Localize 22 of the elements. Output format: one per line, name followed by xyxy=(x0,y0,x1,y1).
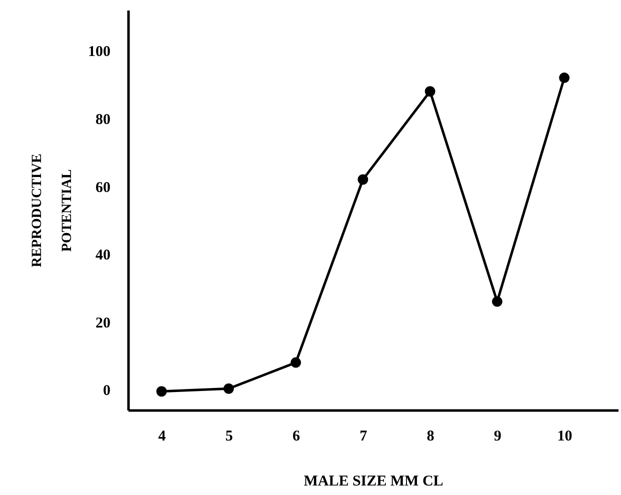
y-tick-label: 20 xyxy=(96,315,110,332)
y-tick-label: 40 xyxy=(96,248,110,264)
point xyxy=(290,357,302,368)
point xyxy=(358,174,368,185)
x-tick-label: 4 xyxy=(158,428,166,444)
y-tick-label: 100 xyxy=(88,44,110,60)
y-tick-label: 60 xyxy=(96,180,110,196)
point xyxy=(424,86,436,97)
x-tick-label: 8 xyxy=(426,428,434,444)
x-tick-label: 6 xyxy=(292,428,301,444)
y-tick-label: 80 xyxy=(96,112,110,128)
x-tick-label: 5 xyxy=(225,428,233,444)
y-axis-title: REPRODUCTIVE POTENTIAL xyxy=(30,154,75,268)
point xyxy=(156,386,167,397)
x-tick-label: 10 xyxy=(557,428,572,444)
x-tick-label: 7 xyxy=(360,428,368,444)
point xyxy=(559,72,570,84)
y-tick-label: 0 xyxy=(103,383,110,400)
point xyxy=(492,296,502,307)
x-axis-title: MALE SIZE MM CL xyxy=(304,474,444,490)
point xyxy=(223,383,234,394)
x-tick-label: 9 xyxy=(494,428,502,444)
